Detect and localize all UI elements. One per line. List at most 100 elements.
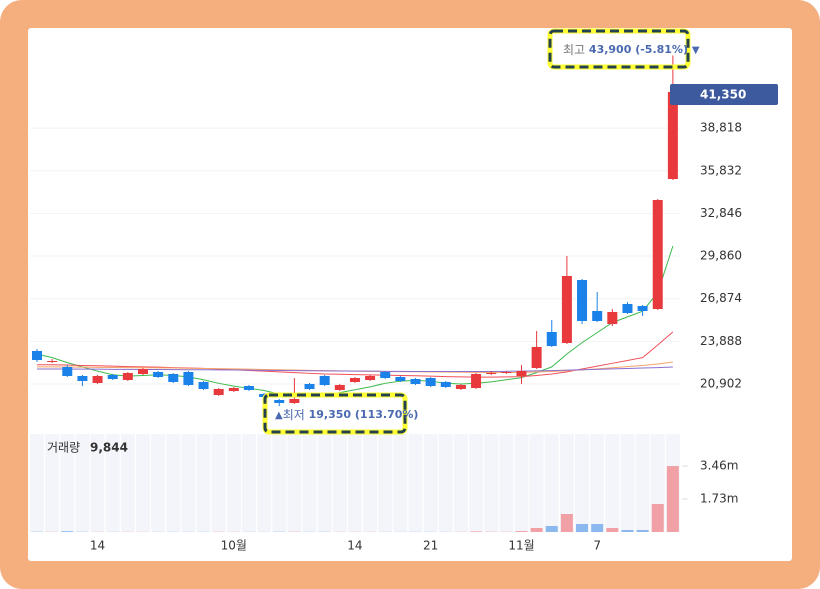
- candle-body: [153, 371, 164, 377]
- volume-bg: [363, 434, 378, 532]
- candle-body: [198, 381, 209, 389]
- candle-body: [107, 374, 118, 379]
- volume-title: 거래량: [47, 441, 80, 455]
- volume-bg: [30, 434, 44, 532]
- candle-body: [577, 280, 588, 321]
- candle-body: [183, 371, 194, 385]
- low-text: ▲최저 19,350 (113.70%): [275, 408, 418, 422]
- volume-bg: [135, 434, 150, 532]
- high-label: 최고: [563, 43, 585, 57]
- volume-bg: [378, 434, 393, 532]
- x-tick-label: 14: [90, 539, 105, 553]
- candle-body: [425, 377, 436, 386]
- high-text: 최고 43,900 (-5.81%) ▼: [563, 43, 700, 57]
- volume-bg: [529, 434, 544, 532]
- highlight-dash: [548, 29, 690, 69]
- volume-bg: [347, 434, 362, 532]
- candle-body: [652, 200, 663, 309]
- highlight-dash: [263, 393, 407, 434]
- candle-body: [319, 375, 330, 385]
- candle-body: [228, 387, 239, 391]
- candle-body: [455, 384, 466, 389]
- candle-body: [334, 384, 345, 390]
- volume-bg: [408, 434, 423, 532]
- volume-bg: [620, 434, 635, 532]
- volume-bg: [438, 434, 453, 532]
- candle-body: [77, 375, 88, 381]
- volume-bar: [545, 525, 558, 532]
- y-tick-label: 26,874: [700, 291, 742, 305]
- volume-bg: [75, 434, 90, 532]
- candle-body: [304, 383, 315, 389]
- volume-latest: 9,844: [90, 441, 128, 455]
- x-tick-label: 10월: [221, 539, 247, 553]
- volume-bar: [666, 466, 679, 532]
- plot: 20,902 23,888 26,874 29,860 32,846 35,832 38,8…: [30, 55, 742, 553]
- volume-bg: [453, 434, 468, 532]
- volume-bar: [470, 531, 483, 532]
- candle-body: [47, 361, 58, 363]
- candle-body: [531, 347, 542, 368]
- volume-bg: [196, 434, 211, 532]
- candle-body: [32, 351, 42, 361]
- candle-body: [365, 375, 376, 380]
- volume-bg: [317, 434, 332, 532]
- candle-body: [592, 310, 603, 321]
- candle-body: [471, 373, 482, 388]
- volume-bg: [484, 434, 499, 532]
- volume-bg: [45, 434, 60, 532]
- y-tick-label: 20,902: [700, 376, 742, 390]
- last-price-label: 41,350: [700, 88, 746, 102]
- volume-bg: [575, 434, 590, 532]
- volume-bg: [605, 434, 620, 532]
- candle-body: [667, 91, 678, 180]
- low-arrow: ▲: [275, 410, 283, 421]
- candle-body: [501, 371, 512, 373]
- candle-body: [410, 378, 421, 384]
- volume-bg: [302, 434, 317, 532]
- volume-bar: [606, 527, 619, 532]
- volume-bar: [560, 514, 573, 532]
- candle-body: [122, 372, 133, 380]
- moving-average: [36, 245, 674, 397]
- y-tick-label: 23,888: [700, 334, 742, 348]
- volume-bg: [393, 434, 408, 532]
- y-tick-label: 38,818: [700, 121, 742, 135]
- volume-bg: [590, 434, 605, 532]
- volume-bar: [651, 503, 664, 532]
- volume-bar: [61, 531, 74, 532]
- x-tick-label: 21: [423, 539, 438, 553]
- volume-bg: [211, 434, 226, 532]
- volume-bg: [635, 434, 650, 532]
- volume-bg: [499, 434, 514, 532]
- volume-bg: [272, 434, 287, 532]
- high-annotation: 최고 43,900 (-5.81%) ▼: [547, 28, 700, 70]
- volume-bg: [514, 434, 529, 532]
- candle-body: [349, 377, 360, 382]
- moving-average: [37, 331, 674, 378]
- candle-body: [561, 276, 572, 344]
- volume-bar: [576, 523, 589, 532]
- volume-bg: [257, 434, 272, 532]
- candle-body: [243, 385, 254, 390]
- volume-bg: [287, 434, 302, 532]
- high-arrow: ▼: [692, 45, 700, 56]
- candle-body: [622, 303, 633, 313]
- volume-bg: [166, 434, 181, 532]
- volume-bg: [559, 434, 574, 532]
- volume-bg: [423, 434, 438, 532]
- volume-bar: [515, 531, 528, 532]
- candle-body: [213, 388, 224, 395]
- volume-bg: [544, 434, 559, 532]
- candle-body: [92, 375, 103, 383]
- candle-body: [289, 398, 300, 403]
- candle-body: [516, 370, 527, 376]
- candle-body: [274, 399, 285, 403]
- volume-bar: [530, 527, 543, 532]
- candle-body: [607, 311, 618, 324]
- volume-bg: [120, 434, 135, 532]
- volume-bar: [636, 529, 649, 532]
- volume-tick-label: 3.46m: [700, 459, 738, 473]
- volume-bg: [90, 434, 105, 532]
